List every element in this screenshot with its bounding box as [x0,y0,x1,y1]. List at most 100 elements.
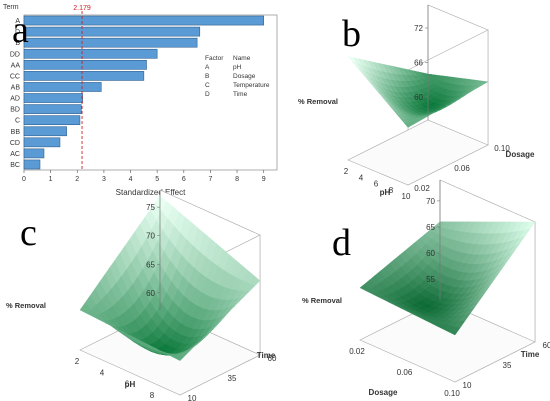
x-tick-label: 0.10 [444,389,460,398]
y-tick-label: 10 [463,381,472,390]
surface-panel-dosage-time: 55 60 65 70 % Removal 0.02 0.06 0.10 Dosage 10 35 6… [280,179,550,401]
legend-header-factor: Factor [205,55,224,62]
bar-BB [23,126,67,137]
panel-letter: d [332,222,351,264]
legend-header-name: Name [233,55,251,62]
category-label-C: C [15,118,20,125]
x-tick-label: 4 [129,176,133,183]
z-tick-label: 65 [426,223,435,232]
z-tick-label: 60 [146,289,155,298]
x-tick-label: 4 [100,368,105,377]
legend-factor: D [205,91,210,98]
x-tick-label: 8 [389,186,394,195]
bar-DD [23,48,158,59]
z-tick-label: 70 [146,232,155,241]
x-axis-label: Standardized Effect [116,188,186,197]
x-tick-label: 2 [75,357,80,366]
legend-name: pH [233,64,242,71]
z-tick-label: 75 [146,203,155,212]
z-tick-label: 60 [414,93,423,102]
panel-letter: a [12,9,29,51]
category-label-BC: BC [10,162,20,169]
z-tick-label: 70 [426,197,435,206]
x-tick-label: 9 [262,176,266,183]
category-label-DD: DD [10,51,20,58]
bar-BD [23,104,82,114]
x-tick-label: 8 [150,391,155,400]
category-label-AC: AC [10,151,20,158]
legend-name: Dosage [233,73,256,80]
y-tick-label: 0.06 [454,164,470,173]
surface-patch [347,56,358,64]
x-tick-label: 3 [102,176,106,183]
z-axis-label: % Removal [298,97,338,106]
category-label-B: B [15,40,20,47]
bar-CD [23,137,61,148]
y-axis-label: Time [257,351,276,360]
category-label-BD: BD [10,107,20,114]
y-tick-label: 0.10 [494,144,510,153]
category-label-AD: AD [10,96,20,103]
x-tick-label: 5 [155,176,159,183]
category-label-A: A [15,18,20,25]
bar-BC [23,159,41,170]
panel-letter: b [342,13,361,55]
category-label-AA: AA [11,62,21,69]
pareto-chart-panel: Term A D B DD AA CC AB AD BD C BB CD AC BC 0 1 2 3 4 5 6 7 8 9 St… [0,0,290,200]
x-tick-label: 10 [402,192,411,201]
surface-plot-dosage-time: 55 60 65 70 % Removal 0.02 0.06 0.10 Dosage 10 35 6… [302,179,550,398]
x-tick-label: 2 [344,167,349,176]
bar-AC [23,148,45,159]
legend-factor: A [205,64,210,71]
category-label-D: D [15,29,20,36]
x-tick-label: 8 [235,176,239,183]
legend-name: Temperature [233,82,270,89]
x-tick-label: 0 [22,176,26,183]
surface-patch [79,302,92,314]
x-tick-label: 1 [49,176,53,183]
x-tick-label: 7 [208,176,212,183]
y-tick-label: 60 [543,341,550,350]
y-axis-label: Dosage [506,150,535,159]
y-axis-title: Term [3,4,19,11]
bar-AB [23,82,102,92]
z-tick-label: 72 [414,24,423,33]
x-tick-label: 4 [359,173,364,182]
legend-factor: B [205,73,209,80]
bar-CC [23,71,145,81]
panel-letter: c [20,212,37,254]
category-label-CD: CD [10,140,20,147]
surface-panel-ph-dosage: 60 66 72 % Removal 2 4 6 8 10 pH 0.02 0.06 0.10 Dosag… [290,0,550,201]
z-axis-label: % Removal [6,301,46,310]
x-tick-label: 0.06 [397,368,413,377]
category-label-CC: CC [10,73,20,80]
floor-plane [347,119,489,186]
x-axis-label: pH [380,188,391,197]
x-tick-label: 6 [182,176,186,183]
reference-line-label: 2.179 [73,5,91,12]
bar-AD [23,93,83,103]
x-tick-label: 0.02 [349,347,365,356]
y-tick-label: 35 [503,361,512,370]
bar-AA [23,59,147,70]
surface-patch [359,283,372,292]
bar-C [23,115,81,126]
z-tick-label: 66 [414,59,423,68]
y-tick-label: 60 [268,354,277,363]
y-tick-label: 0.02 [414,184,430,193]
y-tick-label: 10 [188,394,197,401]
bar-D [23,26,201,37]
y-axis-label: Time [521,350,540,359]
bar-A [23,15,264,26]
y-tick-label: 35 [228,374,237,383]
x-axis-label: pH [125,380,136,389]
category-label-AB: AB [11,84,21,91]
legend-name: Time [233,91,248,98]
category-label-BB: BB [11,129,21,136]
x-tick-label: 6 [125,380,130,389]
bar-B [23,37,198,48]
x-tick-label: 6 [374,180,379,189]
